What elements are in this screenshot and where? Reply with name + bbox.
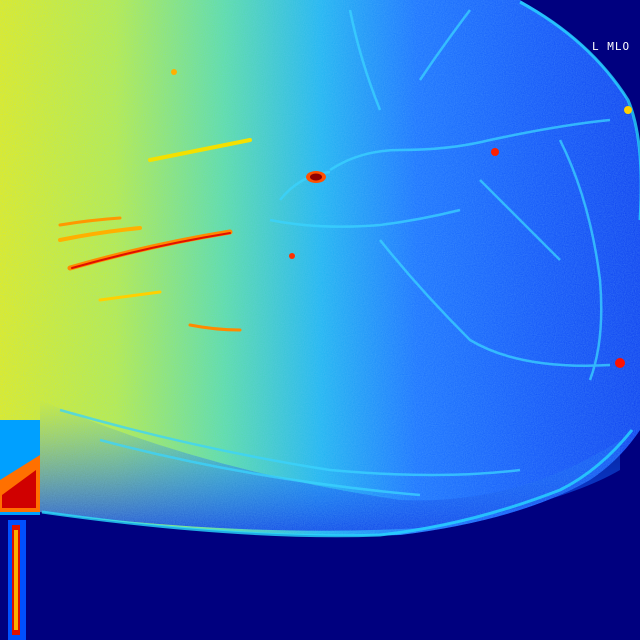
chest-wall [0,420,40,640]
skin-line [41,0,640,538]
dense-streaks [58,138,252,332]
bright-spots [171,69,632,368]
breast-tissue [0,0,640,536]
orientation-marker: L MLO [592,40,631,53]
vessels [59,9,611,497]
